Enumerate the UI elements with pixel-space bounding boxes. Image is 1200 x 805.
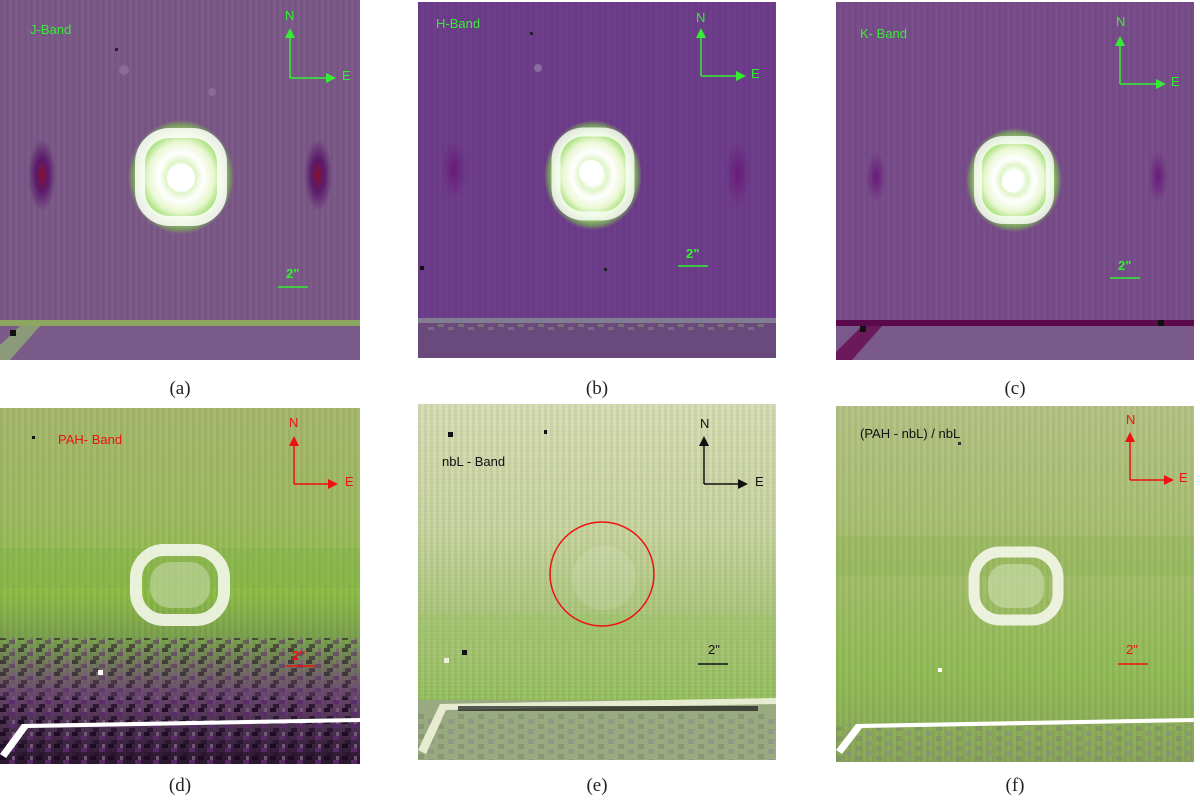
panel-c-canvas <box>836 2 1194 360</box>
band-label: J-Band <box>30 22 72 37</box>
scale-bar-label: 2" <box>1126 642 1138 657</box>
panel-d-caption: (d) <box>168 775 192 796</box>
panel-d-canvas <box>0 408 360 764</box>
compass-north-label: N <box>289 415 299 430</box>
panel-e-image: nbL - Band N E 2" <box>418 404 776 760</box>
compass-arrows-icon <box>698 436 748 665</box>
compass-east-label: E <box>751 66 760 81</box>
band-label: (PAH - nbL) / nbL <box>860 426 961 441</box>
compass-east-label: E <box>1179 470 1188 485</box>
compass-north-label: N <box>700 416 710 431</box>
band-label: PAH- Band <box>58 432 123 447</box>
scale-bar-label: 2" <box>286 266 300 281</box>
compass-arrows-icon <box>678 28 746 267</box>
panel-f-image: (PAH - nbL) / nbL N E 2" <box>836 406 1194 762</box>
panel-c-caption: (c) <box>1004 378 1026 399</box>
panel-c-image: K- Band N E 2" <box>836 2 1194 360</box>
panel-b-caption: (b) <box>585 378 609 399</box>
panel-b-image: H-Band N E 2" <box>418 2 776 358</box>
panel-a-caption: (a) <box>169 378 191 399</box>
compass-north-label: N <box>1126 412 1136 427</box>
panel-f-caption: (f) <box>1005 775 1025 796</box>
compass-arrows-icon <box>278 28 336 288</box>
compass-arrows-icon <box>1118 432 1174 665</box>
compass-north-label: N <box>696 10 706 25</box>
compass-north-label: N <box>1116 14 1126 29</box>
band-label: K- Band <box>860 26 907 41</box>
compass-arrows-icon <box>286 436 338 667</box>
scale-bar-label: 2" <box>686 246 700 261</box>
band-label: H-Band <box>436 16 481 31</box>
panel-e-caption: (e) <box>586 775 608 796</box>
compass-east-label: E <box>342 68 351 83</box>
panel-a-canvas <box>0 0 360 360</box>
panel-a-image: J-Band N E 2" <box>0 0 360 360</box>
scale-bar-label: 2" <box>1118 258 1132 273</box>
compass-north-label: N <box>285 8 295 23</box>
panel-e-canvas <box>418 404 776 760</box>
compass-east-label: E <box>755 474 764 489</box>
band-label: nbL - Band <box>442 454 506 469</box>
highlight-circle <box>549 521 655 627</box>
panel-d-image: PAH- Band N E 2" <box>0 408 360 764</box>
compass-east-label: E <box>345 474 354 489</box>
panel-b-canvas <box>418 2 776 358</box>
compass-arrows-icon <box>1110 36 1166 279</box>
compass-east-label: E <box>1171 74 1180 89</box>
scale-bar-label: 2" <box>708 642 720 657</box>
scale-bar-label: 2" <box>292 648 306 663</box>
panel-f-canvas <box>836 406 1194 762</box>
